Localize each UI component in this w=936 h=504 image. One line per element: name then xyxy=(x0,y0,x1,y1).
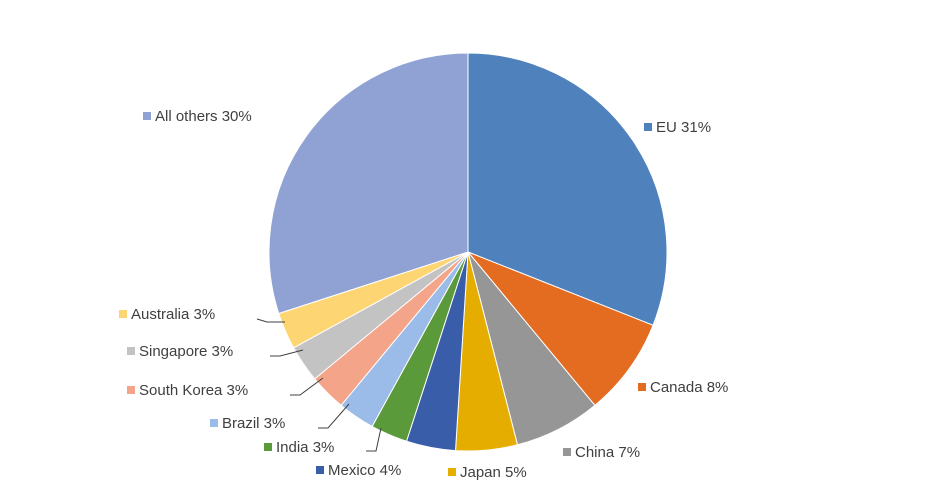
label-marker-south-korea xyxy=(127,386,135,394)
leader-line-south-korea xyxy=(290,377,324,396)
pie-slice-canada xyxy=(467,251,654,407)
pie-slice-all-others xyxy=(268,52,469,315)
label-marker-eu xyxy=(644,123,652,131)
data-label-mexico: Mexico 4% xyxy=(328,462,401,479)
data-label-japan: Japan 5% xyxy=(460,464,527,481)
label-marker-japan xyxy=(448,468,456,476)
data-label-brazil: Brazil 3% xyxy=(222,415,285,432)
label-marker-all-others xyxy=(143,112,151,120)
label-marker-singapore xyxy=(127,347,135,355)
data-label-eu: EU 31% xyxy=(656,119,711,136)
data-label-india: India 3% xyxy=(276,439,334,456)
pie-slice-eu xyxy=(467,52,668,326)
label-marker-india xyxy=(264,443,272,451)
leader-line-brazil xyxy=(318,403,350,429)
leader-line-australia xyxy=(256,318,285,323)
pie-slices xyxy=(268,52,668,452)
label-marker-brazil xyxy=(210,419,218,427)
slice-labels: EU 31% Canada 8% China 7% Japan 5% Mexico 4%… xyxy=(119,108,728,481)
data-label-south-korea: South Korea 3% xyxy=(139,382,248,399)
data-label-australia: Australia 3% xyxy=(131,306,215,323)
data-label-china: China 7% xyxy=(575,444,640,461)
data-label-canada: Canada 8% xyxy=(650,379,728,396)
label-marker-mexico xyxy=(316,466,324,474)
leader-line-singapore xyxy=(270,349,304,357)
label-marker-canada xyxy=(638,383,646,391)
data-label-singapore: Singapore 3% xyxy=(139,343,233,360)
label-marker-australia xyxy=(119,310,127,318)
leader-line-india xyxy=(366,427,382,452)
label-marker-china xyxy=(563,448,571,456)
data-label-all-others: All others 30% xyxy=(155,108,252,125)
leader-lines xyxy=(256,318,382,452)
